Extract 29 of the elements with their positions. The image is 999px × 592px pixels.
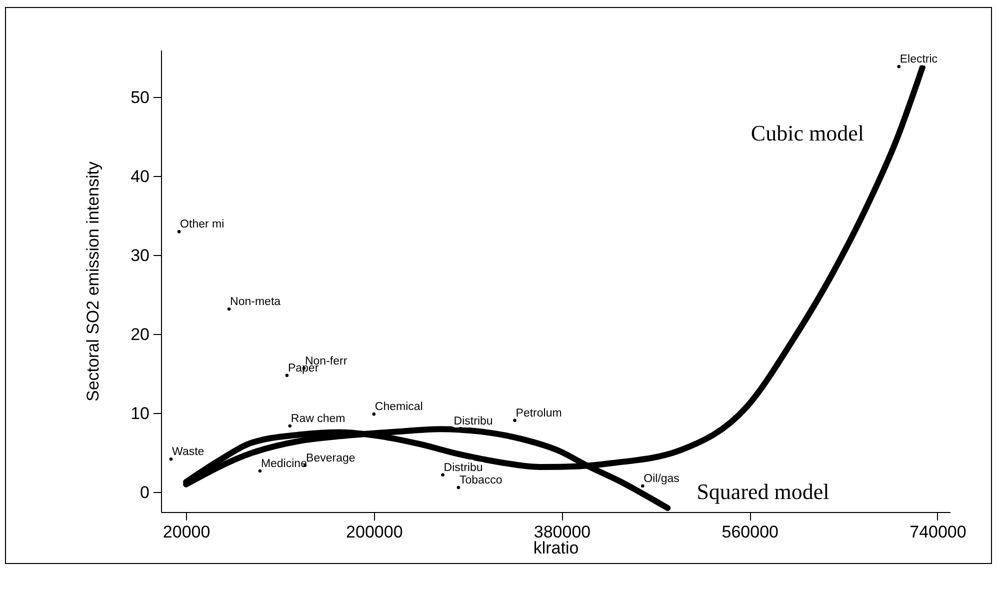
y-tick-label: 10	[130, 404, 150, 423]
data-label: Raw chem	[290, 412, 346, 425]
y-tick-label: 50	[130, 88, 150, 107]
data-label: Paper	[288, 362, 319, 374]
series-label: Cubic model	[750, 120, 864, 146]
data-label: Tobacco	[459, 474, 502, 487]
x-tick-label: 200000	[346, 522, 403, 542]
data-label: Non-meta	[230, 296, 282, 308]
data-label: Distribu	[454, 415, 493, 428]
y-tick-label: 20	[130, 324, 150, 344]
data-label: Other mi	[180, 218, 224, 231]
data-label: Electric	[900, 54, 938, 66]
y-axis-title: Sectoral SO2 emission intensity	[84, 161, 103, 402]
x-tick-label: 560000	[722, 522, 778, 542]
x-tick-label: 380000	[534, 522, 591, 542]
data-label: Medicine	[260, 458, 307, 470]
series-label: Squared model	[696, 479, 830, 504]
x-tick-label: 740000	[910, 522, 966, 542]
data-label: Petrolum	[516, 407, 562, 420]
data-label: Waste	[172, 446, 204, 458]
y-tick-label: 40	[130, 166, 150, 186]
data-label: Oil/gas	[644, 472, 680, 485]
data-label: Chemical	[374, 401, 423, 414]
data-label: Beverage	[306, 452, 356, 464]
data-label: Distribu	[444, 462, 483, 474]
y-tick-label: 0	[140, 482, 150, 502]
x-axis-title: klratio	[533, 538, 579, 558]
y-tick-label: 30	[130, 246, 150, 265]
x-tick-label: 20000	[162, 522, 210, 542]
